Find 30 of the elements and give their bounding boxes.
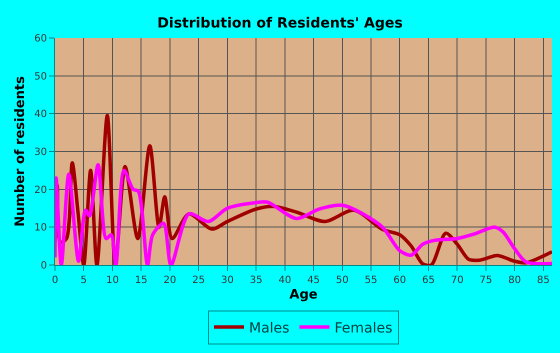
y-tick-label: 10 [34,222,47,234]
x-tick-label: 65 [422,275,435,286]
x-tick-label: 5 [80,275,87,286]
x-tick-label: 25 [192,275,206,286]
y-tick-label: 40 [34,109,47,120]
chart-title: Distribution of Residents' Ages [157,15,403,32]
x-tick-label: 55 [364,275,378,286]
legend-label: Females [334,320,392,336]
y-tick-label: 50 [34,71,47,82]
x-tick-label: 80 [508,275,522,286]
x-axis-title: Age [289,288,318,303]
y-tick-label: 20 [34,184,47,196]
y-tick-label: 60 [34,34,47,44]
x-tick-label: 20 [164,275,176,286]
x-tick-label: 50 [336,275,349,286]
x-tick-label: 45 [307,275,320,286]
x-tick-label: 75 [480,275,492,286]
x-tick-label: 70 [450,275,464,286]
legend-label: Males [249,320,290,336]
x-tick-label: 35 [250,275,262,286]
x-tick-label: 85 [537,275,550,286]
x-tick-label: 30 [221,275,234,286]
x-tick-label: 60 [393,275,406,286]
y-tick-label: 30 [34,147,47,158]
x-tick-label: 15 [134,275,148,286]
y-tick-label: 0 [40,260,47,272]
x-tick-label: 40 [278,275,292,286]
x-tick-label: 10 [106,275,119,286]
y-axis-title: Number of residents [13,76,28,227]
x-tick-label: 0 [52,275,58,286]
